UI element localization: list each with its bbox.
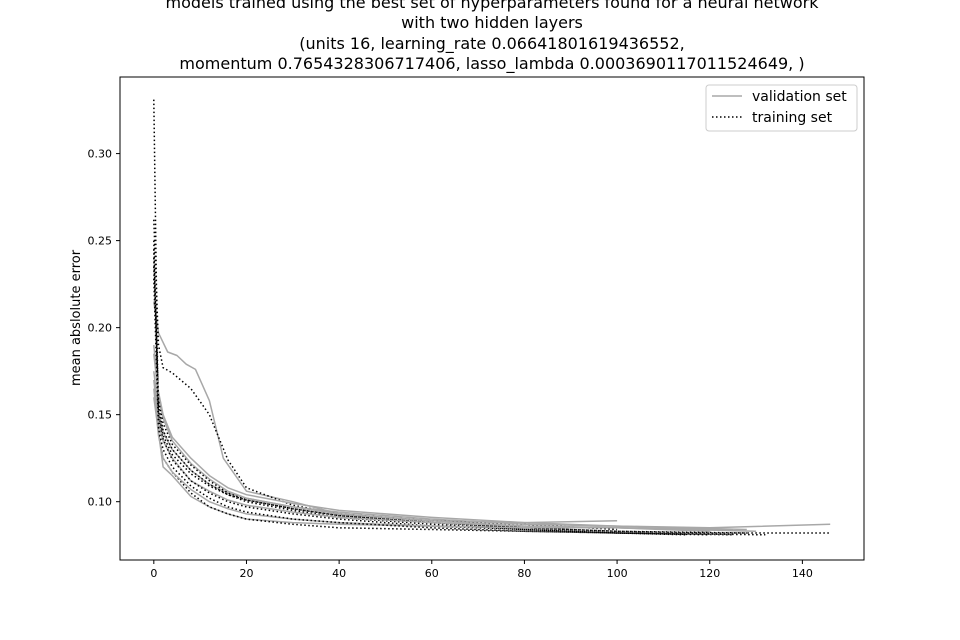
training-series-line-3 xyxy=(153,99,766,536)
y-tick-label: 0.30 xyxy=(88,148,113,161)
y-axis: 0.10 0.15 0.20 0.25 0.30 xyxy=(88,148,120,509)
x-tick-label: 100 xyxy=(607,567,628,580)
training-series-line-11 xyxy=(153,266,687,536)
x-tick-label: 140 xyxy=(792,567,813,580)
plot-area-frame xyxy=(119,76,865,561)
y-tick-label: 0.10 xyxy=(88,496,113,509)
y-tick-label: 0.15 xyxy=(88,409,113,422)
validation-series-line-8 xyxy=(153,344,747,531)
training-series-line-7 xyxy=(153,249,710,536)
y-tick-label: 0.20 xyxy=(88,322,113,335)
validation-series-line-10 xyxy=(153,379,687,531)
title-line-1: models trained using the best set of hyp… xyxy=(166,0,820,12)
title-line-2: with two hidden layers xyxy=(401,13,583,32)
training-series-line-9 xyxy=(153,257,747,534)
title-line-4: momentum 0.7654328306717406, lasso_lambd… xyxy=(179,54,804,74)
training-series-line-5 xyxy=(153,240,831,534)
training-series-line-1 xyxy=(153,219,618,531)
legend: validation set training set xyxy=(705,84,858,132)
x-tick-label: 20 xyxy=(239,567,253,580)
x-axis: 0 20 40 60 80 100 120 140 xyxy=(150,560,813,580)
x-tick-label: 60 xyxy=(425,567,439,580)
y-tick-label: 0.25 xyxy=(88,235,113,248)
validation-series-line-4 xyxy=(153,371,831,529)
y-axis-label: mean abslolute error xyxy=(69,249,84,386)
title-line-3: (units 16, learning_rate 0.0664180161943… xyxy=(299,34,684,54)
legend-validation-label: validation set xyxy=(752,89,847,105)
chart-title: models trained using the best set of hyp… xyxy=(166,0,820,74)
x-tick-label: 40 xyxy=(332,567,346,580)
x-tick-label: 80 xyxy=(517,567,531,580)
series-layer xyxy=(153,99,831,536)
x-tick-label: 120 xyxy=(699,567,720,580)
x-tick-label: 0 xyxy=(150,567,157,580)
legend-training-label: training set xyxy=(752,110,833,126)
legend-box xyxy=(705,84,858,132)
validation-series-line-12 xyxy=(153,388,733,531)
